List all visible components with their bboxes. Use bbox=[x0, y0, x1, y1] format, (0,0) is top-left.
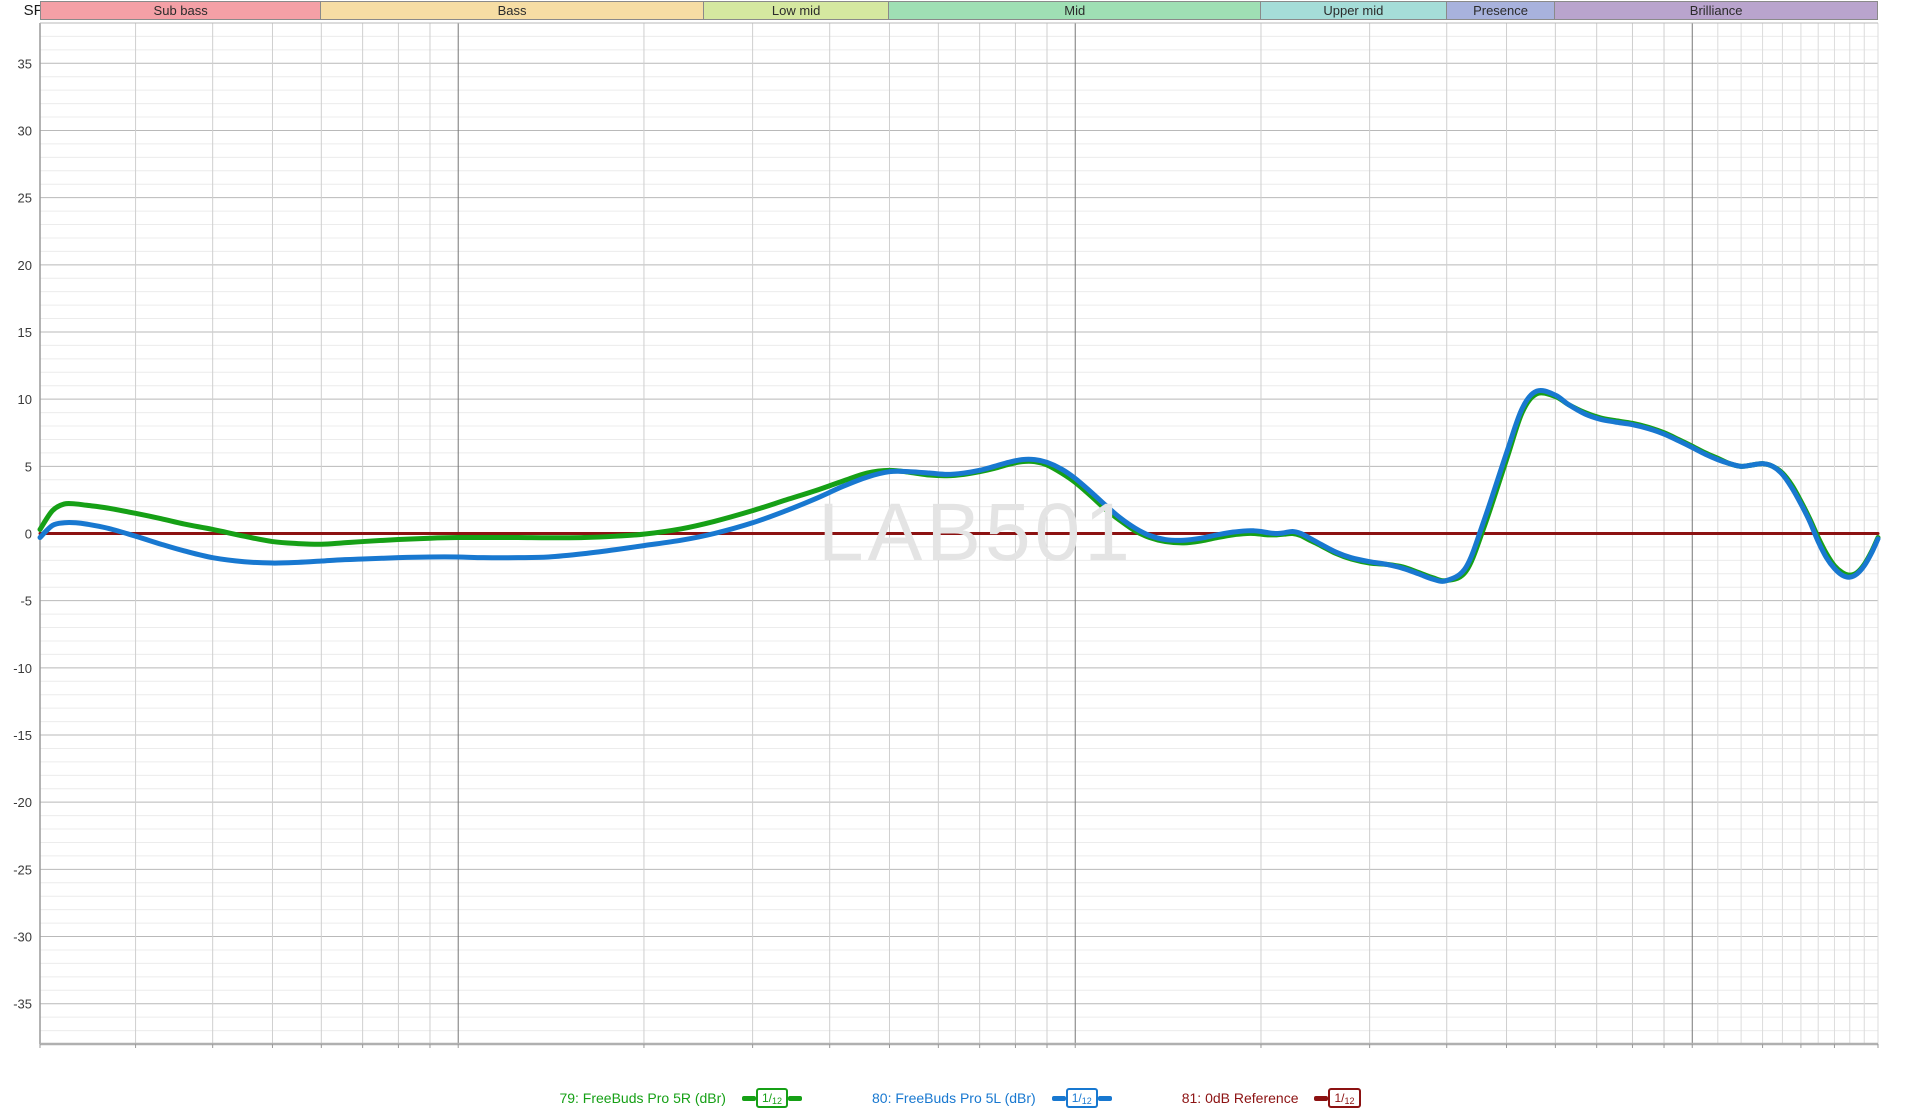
legend-color-line-right bbox=[788, 1095, 803, 1101]
y-tick-label: 15 bbox=[18, 325, 32, 340]
y-tick-label: -25 bbox=[13, 862, 32, 877]
band-sub-bass: Sub bass bbox=[40, 1, 322, 20]
y-tick-label: 35 bbox=[18, 56, 32, 71]
chart-svg: 35 30 25 20 15 10 5 0 -5 -10 -15 -20 -25 -30 -35 213040… bbox=[13, 22, 1881, 1048]
smoothing-numerator: 1 bbox=[1334, 1091, 1342, 1105]
band-presence: Presence bbox=[1446, 1, 1556, 20]
smoothing-badge[interactable]: 1/12 bbox=[1328, 1088, 1361, 1108]
legend-smoothing-swatch[interactable]: 1/12 bbox=[1051, 1088, 1112, 1108]
y-tick-label: 20 bbox=[18, 258, 32, 273]
x-tick-labels: 2130405060708090100200300400500600700800… bbox=[39, 1044, 1879, 1048]
legend-label: 81: 0dB Reference bbox=[1181, 1090, 1299, 1106]
band-low-mid: Low mid bbox=[703, 1, 890, 20]
legend-color-line-left bbox=[1051, 1095, 1066, 1101]
legend-smoothing-swatch[interactable]: 1/12 bbox=[741, 1088, 803, 1108]
smoothing-denominator: 12 bbox=[772, 1095, 783, 1106]
y-tick-label: 0 bbox=[25, 527, 32, 542]
legend-entry-0[interactable]: 79: FreeBuds Pro 5R (dBr) 1/12 bbox=[559, 1088, 803, 1108]
legend-entry-2[interactable]: 81: 0dB Reference 1/12 bbox=[1182, 1088, 1361, 1108]
smoothing-denominator: 12 bbox=[1081, 1095, 1092, 1106]
band-upper-mid: Upper mid bbox=[1260, 1, 1447, 20]
y-tick-label: -30 bbox=[13, 930, 32, 945]
series-line-1 bbox=[37, 387, 1881, 584]
legend-entry-1[interactable]: 80: FreeBuds Pro 5L (dBr) 1/12 bbox=[872, 1088, 1112, 1108]
smoothing-slash: / bbox=[1078, 1091, 1082, 1105]
legend-color-line-left bbox=[741, 1095, 756, 1101]
horizontal-minor-gridlines bbox=[40, 35, 1878, 1032]
band-brilliance: Brilliance bbox=[1555, 1, 1878, 20]
y-tick-labels: 35 30 25 20 15 10 5 0 -5 -10 -15 -20 -25 -30 -35 bbox=[13, 56, 32, 1011]
y-tick-label: 30 bbox=[18, 123, 32, 138]
smoothing-numerator: 1 bbox=[1071, 1091, 1079, 1105]
y-tick-label: -15 bbox=[13, 728, 32, 743]
plot-area: 35 30 25 20 15 10 5 0 -5 -10 -15 -20 -25 -30 -35 213040… bbox=[0, 21, 1920, 1051]
smoothing-numerator: 1 bbox=[761, 1091, 769, 1105]
y-tick-label: 5 bbox=[25, 459, 32, 474]
legend-color-line-right bbox=[1097, 1095, 1112, 1101]
y-tick-label: 25 bbox=[18, 191, 32, 206]
band-mid: Mid bbox=[889, 1, 1261, 20]
legend-label: 79: FreeBuds Pro 5R (dBr) bbox=[559, 1090, 726, 1106]
frequency-band-strip: SPL Sub bass Bass Low mid Mid Upper mid Prese… bbox=[0, 0, 1920, 21]
y-tick-label: -10 bbox=[13, 661, 32, 676]
series-group bbox=[37, 387, 1881, 584]
smoothing-badge[interactable]: 1/12 bbox=[1065, 1088, 1098, 1108]
y-tick-label: -5 bbox=[20, 594, 32, 609]
legend-color-line-left bbox=[1314, 1095, 1329, 1101]
smoothing-badge[interactable]: 1/12 bbox=[755, 1088, 789, 1108]
band-bass: Bass bbox=[321, 1, 704, 20]
legend-label: 80: FreeBuds Pro 5L (dBr) bbox=[872, 1090, 1036, 1106]
y-tick-label: -35 bbox=[13, 997, 32, 1012]
smoothing-slash: / bbox=[1341, 1091, 1345, 1105]
chart-legend: 79: FreeBuds Pro 5R (dBr) 1/12 80: FreeBud… bbox=[0, 1082, 1920, 1114]
y-tick-label: -20 bbox=[13, 795, 32, 810]
y-tick-label: 10 bbox=[18, 392, 32, 407]
legend-smoothing-swatch[interactable]: 1/12 bbox=[1314, 1088, 1361, 1108]
smoothing-slash: / bbox=[768, 1091, 772, 1105]
smoothing-denominator: 12 bbox=[1344, 1095, 1355, 1106]
